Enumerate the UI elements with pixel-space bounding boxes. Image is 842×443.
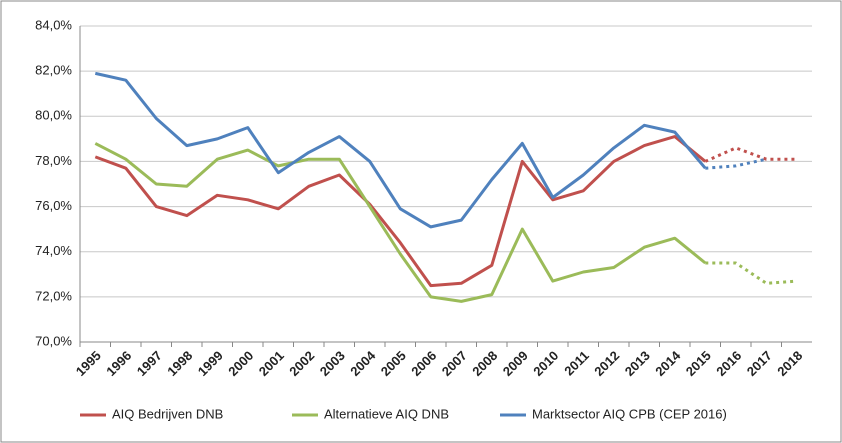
projection-line xyxy=(705,261,797,285)
projection-line xyxy=(705,157,767,170)
y-tick-label: 72,0% xyxy=(35,288,72,303)
legend-label: Marktsector AIQ CPB (CEP 2016) xyxy=(532,406,727,421)
legend-label: Alternatieve AIQ DNB xyxy=(324,406,449,421)
y-tick-label: 74,0% xyxy=(35,243,72,258)
y-tick-label: 78,0% xyxy=(35,153,72,168)
y-tick-label: 70,0% xyxy=(35,333,72,348)
series-line xyxy=(94,135,707,288)
y-tick-label: 84,0% xyxy=(35,17,72,32)
series-line xyxy=(94,142,707,303)
y-tick-label: 82,0% xyxy=(35,63,72,78)
projection-line xyxy=(704,146,797,163)
y-tick-label: 80,0% xyxy=(35,108,72,123)
series-line xyxy=(94,71,707,229)
y-tick-label: 76,0% xyxy=(35,198,72,213)
legend-label: AIQ Bedrijven DNB xyxy=(112,406,223,421)
